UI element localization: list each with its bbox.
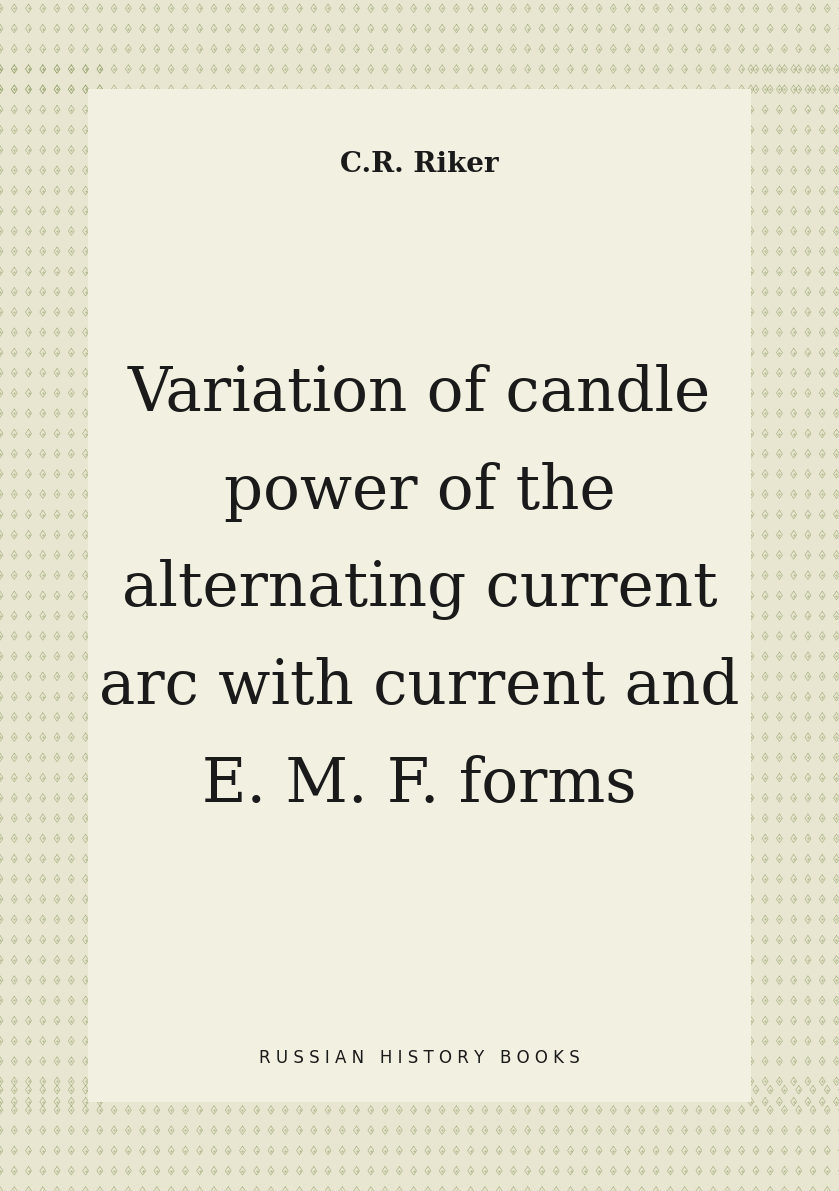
- Text: C.R. Riker: C.R. Riker: [340, 151, 499, 177]
- Text: R U S S I A N   H I S T O R Y   B O O K S: R U S S I A N H I S T O R Y B O O K S: [259, 1048, 580, 1067]
- Text: alternating current: alternating current: [122, 559, 717, 621]
- Bar: [88, 89, 751, 1102]
- Text: E. M. F. forms: E. M. F. forms: [202, 755, 637, 815]
- Text: power of the: power of the: [224, 462, 615, 522]
- Text: arc with current and: arc with current and: [99, 657, 740, 717]
- Text: Variation of candle: Variation of candle: [128, 364, 711, 424]
